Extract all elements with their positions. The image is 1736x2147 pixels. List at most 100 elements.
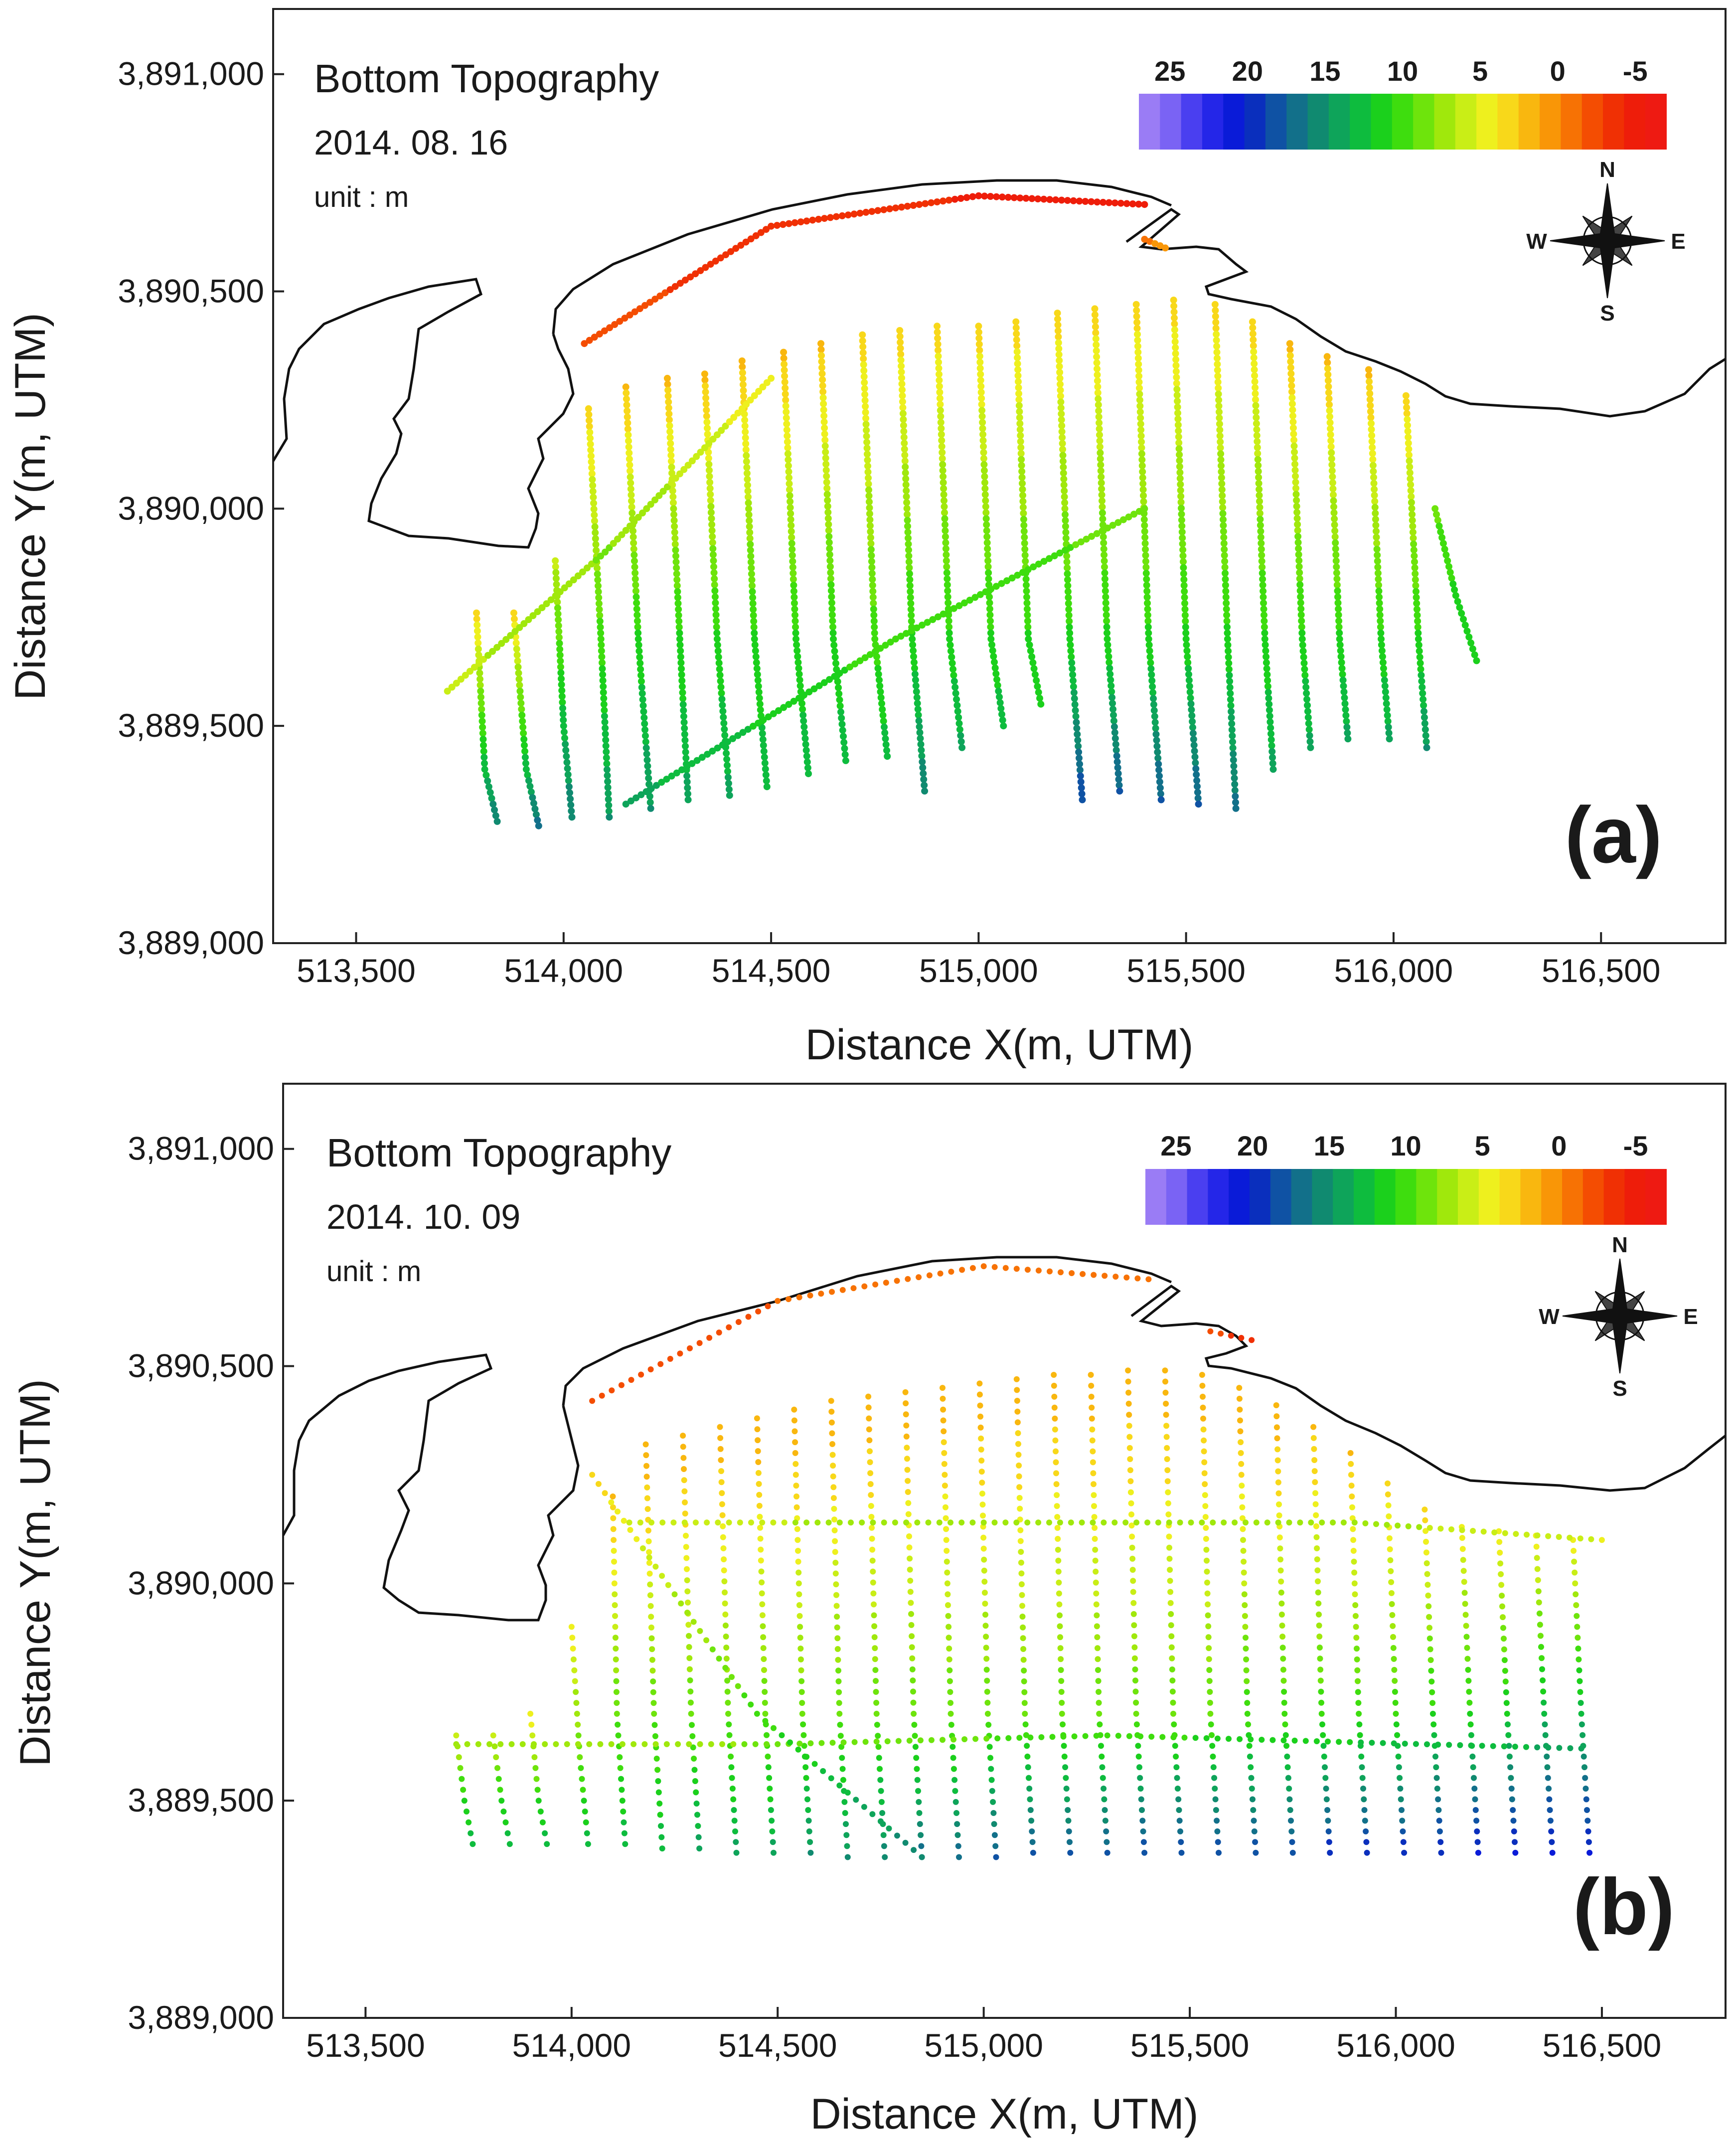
survey-point xyxy=(1322,1764,1328,1771)
survey-point xyxy=(615,1721,621,1728)
survey-point xyxy=(518,705,525,713)
survey-point xyxy=(601,327,608,334)
survey-point xyxy=(1361,1807,1368,1813)
survey-point xyxy=(831,654,839,661)
survey-point xyxy=(713,635,721,643)
survey-point xyxy=(1281,1699,1287,1706)
survey-point xyxy=(843,1821,849,1827)
survey-point xyxy=(644,1495,650,1501)
survey-point xyxy=(1064,1796,1070,1803)
survey-point xyxy=(721,1578,728,1585)
survey-point xyxy=(947,1710,954,1717)
survey-point xyxy=(674,600,682,607)
survey-point xyxy=(755,1459,762,1465)
survey-point xyxy=(1134,336,1141,344)
survey-point xyxy=(1123,200,1130,207)
survey-point xyxy=(1374,557,1381,565)
y-axis-label: Distance Y(m, UTM) xyxy=(6,313,54,700)
survey-point xyxy=(599,659,606,666)
survey-point xyxy=(1154,754,1162,762)
survey-point xyxy=(936,376,943,384)
survey-point xyxy=(636,654,643,661)
survey-point xyxy=(1165,1511,1172,1517)
survey-point xyxy=(980,1545,987,1552)
survey-point xyxy=(755,1437,761,1444)
survey-point xyxy=(532,1765,539,1771)
survey-point xyxy=(1057,1612,1063,1619)
survey-point xyxy=(980,1519,987,1526)
survey-point xyxy=(905,552,913,560)
coastline-beach xyxy=(552,179,1172,334)
survey-point xyxy=(1338,659,1345,666)
survey-point xyxy=(1279,1634,1286,1640)
survey-point xyxy=(1068,659,1076,666)
survey-point xyxy=(683,1532,689,1539)
survey-point xyxy=(877,1777,884,1783)
survey-point xyxy=(749,588,756,595)
survey-point xyxy=(1286,1519,1292,1526)
survey-point xyxy=(1214,354,1221,362)
survey-point xyxy=(1456,604,1463,611)
survey-point xyxy=(1097,467,1105,475)
survey-point xyxy=(1173,1753,1179,1760)
survey-point xyxy=(1054,1492,1060,1498)
survey-point xyxy=(1082,198,1089,205)
survey-point xyxy=(1412,570,1419,577)
survey-point xyxy=(1392,1677,1398,1684)
survey-point xyxy=(673,769,680,777)
survey-point xyxy=(1100,198,1107,206)
survey-point xyxy=(725,780,732,787)
survey-point xyxy=(1137,1775,1143,1781)
survey-point xyxy=(1024,1519,1031,1526)
survey-point xyxy=(1035,1267,1042,1274)
survey-point xyxy=(1257,533,1264,541)
survey-point xyxy=(601,706,608,714)
survey-point xyxy=(1588,1536,1594,1542)
survey-point xyxy=(719,707,727,715)
survey-point xyxy=(565,777,572,784)
survey-point xyxy=(712,611,720,619)
survey-point xyxy=(774,222,781,229)
survey-point xyxy=(579,1776,585,1782)
survey-point xyxy=(1020,1656,1027,1663)
survey-point xyxy=(1261,611,1267,619)
survey-point xyxy=(937,413,945,420)
survey-point xyxy=(996,699,1004,706)
survey-point xyxy=(1403,410,1411,417)
survey-point xyxy=(1260,605,1267,613)
survey-point xyxy=(743,470,751,477)
survey-point xyxy=(527,1710,534,1717)
survey-point xyxy=(732,1828,738,1834)
survey-point xyxy=(680,466,688,473)
survey-point xyxy=(749,594,757,601)
survey-point xyxy=(1258,557,1265,565)
survey-point xyxy=(981,1556,987,1563)
survey-point xyxy=(642,788,650,796)
survey-point xyxy=(829,1289,835,1295)
survey-point xyxy=(1149,689,1157,696)
survey-point xyxy=(942,1483,948,1489)
unit-label: unit : m xyxy=(326,1255,421,1288)
survey-point xyxy=(1209,1743,1216,1749)
survey-point xyxy=(663,776,670,783)
survey-point xyxy=(1097,461,1105,469)
survey-point xyxy=(876,682,884,689)
survey-point xyxy=(915,717,923,725)
survey-point xyxy=(1125,1378,1131,1385)
survey-point xyxy=(480,656,487,663)
survey-point xyxy=(1191,747,1198,755)
survey-point xyxy=(1467,1710,1473,1717)
survey-point xyxy=(1105,653,1112,661)
survey-point xyxy=(1242,1624,1249,1630)
survey-point xyxy=(1374,551,1381,559)
survey-point xyxy=(675,618,683,625)
survey-point xyxy=(1340,682,1347,690)
survey-point xyxy=(1010,194,1018,201)
survey-point xyxy=(1304,714,1312,721)
survey-point xyxy=(971,594,979,601)
survey-point xyxy=(461,1798,468,1804)
survey-point xyxy=(1020,1624,1026,1631)
survey-point xyxy=(484,777,491,785)
survey-point xyxy=(1059,452,1067,459)
survey-point xyxy=(903,1400,909,1407)
